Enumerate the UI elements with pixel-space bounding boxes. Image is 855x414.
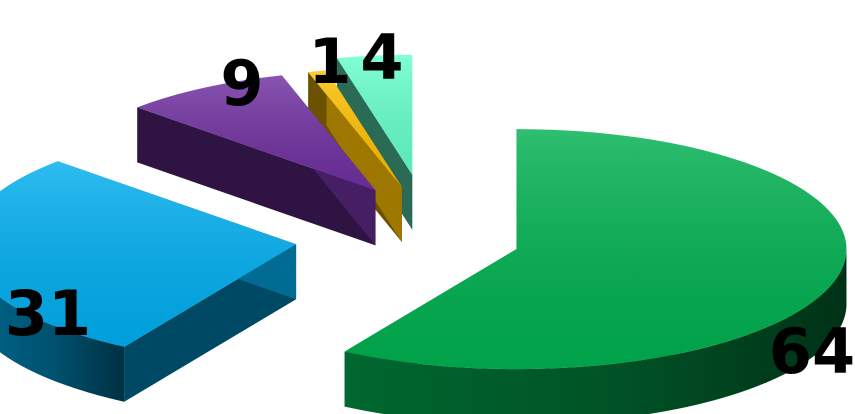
data-label-1: 31: [5, 277, 91, 350]
pie-slice-1-side-shade: [0, 297, 125, 402]
pie-slice-1-top-shade: [0, 161, 297, 347]
pie-slice-2-cut-face: [137, 107, 376, 246]
pie-slice-0-side-shade: [344, 249, 847, 414]
pie-slice-0-top-shade: [344, 129, 847, 370]
pie-slice-0: [344, 129, 847, 414]
pie-slice-1: [0, 161, 297, 402]
data-label-3: 1: [308, 25, 351, 98]
data-label-0: 64: [769, 315, 855, 388]
pie-slice-2-top-shade: [137, 75, 376, 191]
pie-slice-2: [137, 75, 376, 246]
data-label-2: 9: [220, 47, 263, 120]
data-label-4: 4: [360, 21, 403, 94]
pie-slice-3: [308, 70, 402, 243]
pie-slice-4-top-shade: [336, 54, 413, 175]
pie-slice-3-top-shade: [308, 70, 402, 188]
